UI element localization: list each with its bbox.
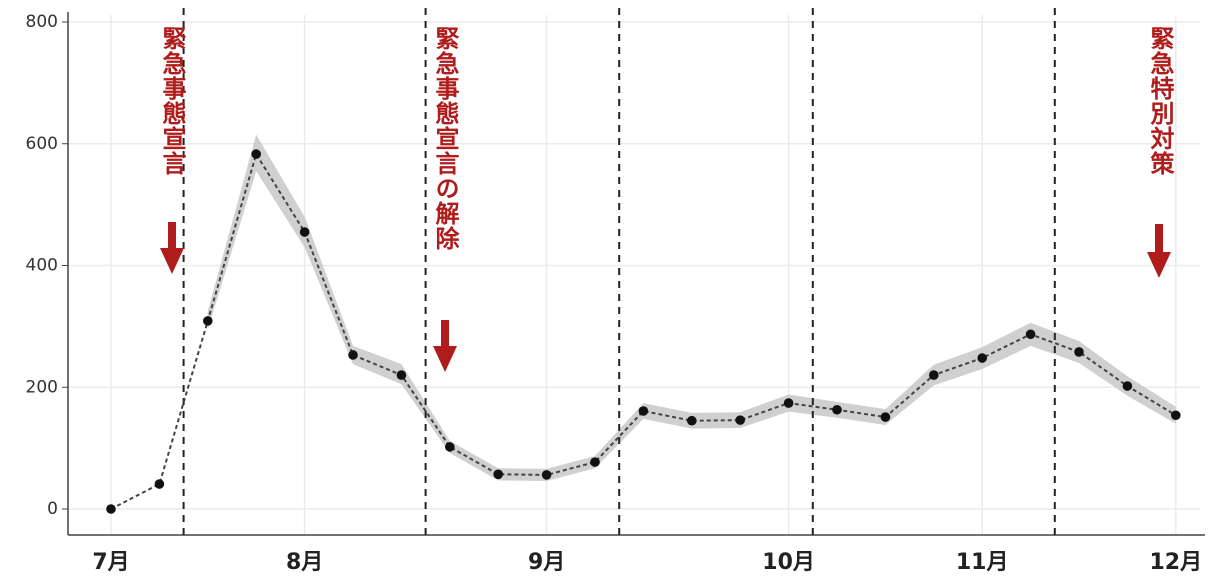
- data-point: [299, 227, 310, 237]
- data-point: [929, 370, 939, 380]
- data-point: [493, 469, 504, 480]
- data-point: [832, 404, 842, 415]
- data-point: [590, 457, 600, 467]
- data-point: [880, 412, 891, 422]
- data-point: [396, 370, 407, 380]
- data-point: [251, 149, 261, 159]
- annotation: 緊急事態宣言の解除: [431, 26, 459, 251]
- data-point: [348, 350, 358, 360]
- arrows: [160, 222, 1171, 372]
- data-point: [541, 470, 552, 480]
- data-point: [1171, 410, 1181, 421]
- x-tick-label: 8月: [286, 550, 323, 575]
- data-point: [106, 504, 116, 514]
- series-line: [110, 151, 1177, 510]
- y-tick-label: 800: [26, 12, 58, 32]
- annotation: 緊急特別対策: [1146, 26, 1174, 176]
- confidence-band: [207, 134, 1176, 481]
- x-tick-label: 10月: [762, 550, 815, 575]
- x-tick-label: 12月: [1149, 550, 1202, 575]
- data-point: [687, 415, 697, 426]
- data-point: [203, 316, 213, 326]
- data-point: [154, 479, 165, 489]
- data-point: [1025, 329, 1036, 340]
- y-tick-label: 200: [26, 377, 58, 397]
- plot-background: 0 200 400 600 800: [26, 12, 1205, 536]
- annotation: 緊急事態宣言: [158, 26, 186, 176]
- y-tick-label: 400: [26, 256, 58, 276]
- x-tick-label: 7月: [92, 550, 129, 575]
- x-tick-label: 9月: [528, 550, 565, 575]
- y-tick-label: 0: [47, 499, 58, 519]
- data-point: [638, 406, 649, 416]
- y-tick-label: 600: [26, 134, 58, 154]
- data-point: [735, 415, 745, 425]
- data-point: [1074, 347, 1084, 357]
- data-point: [445, 442, 455, 452]
- x-tick-label: 11月: [956, 550, 1009, 575]
- data-point: [1122, 381, 1133, 391]
- data-point: [977, 353, 987, 363]
- data-point: [783, 398, 794, 408]
